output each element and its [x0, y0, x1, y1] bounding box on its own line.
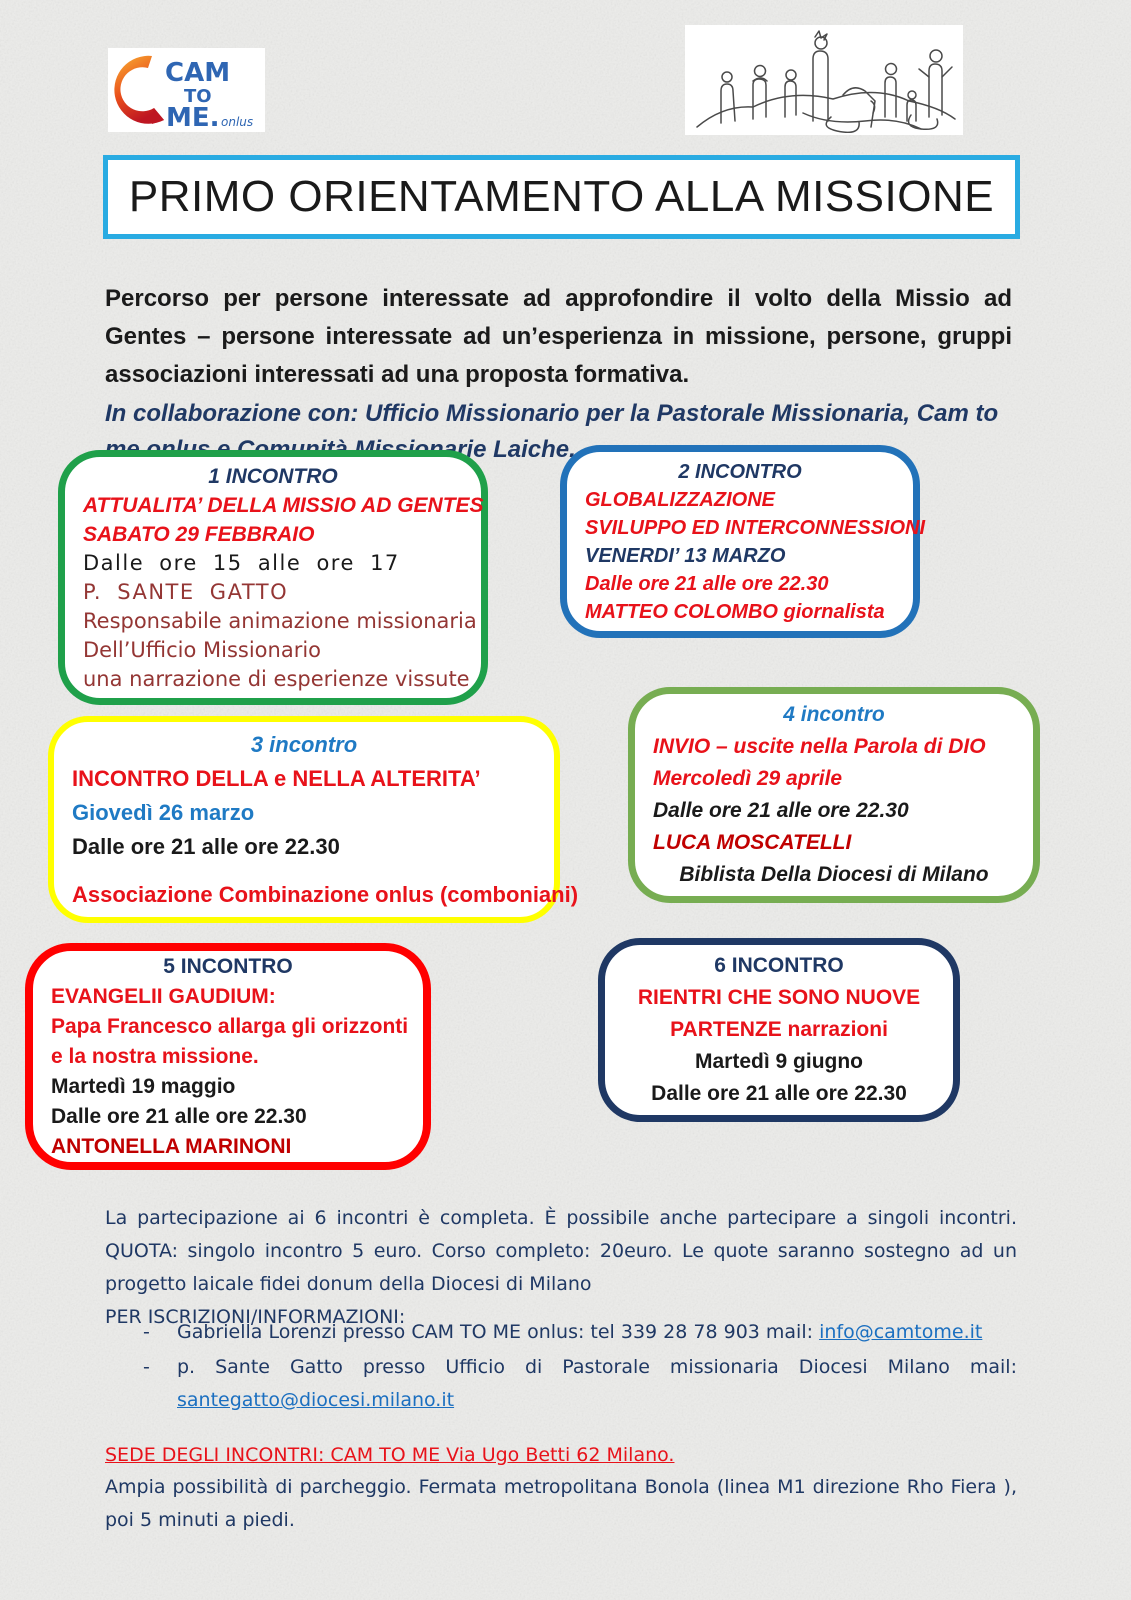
meeting-line: P. SANTE GATTO: [83, 579, 289, 604]
meeting-line: Dalle ore 21 alle ore 22.30: [72, 833, 340, 859]
registration-text: p. Sante Gatto presso Ufficio di Pastora…: [177, 1356, 1017, 1411]
venue-details: Ampia possibilità di parcheggio. Fermata…: [105, 1476, 1017, 1531]
meeting-line: una narrazione di esperienze vissute: [83, 666, 470, 691]
page-title: PRIMO ORIENTAMENTO ALLA MISSIONE: [128, 172, 995, 221]
meeting-line: ANTONELLA MARINONI: [51, 1134, 292, 1158]
meeting-line: EVANGELII GAUDIUM:: [51, 984, 276, 1008]
meeting-line: RIENTRI CHE SONO NUOVE: [637, 986, 921, 1009]
cam-to-me-logo: CAM TO ME. onlus: [108, 48, 265, 133]
meeting-line: 4 incontro: [783, 703, 885, 726]
meeting-line: Dalle ore 21 alle ore 22.30: [51, 1104, 307, 1128]
registration-item: - Gabriella Lorenzi presso CAM TO ME onlu…: [143, 1316, 1017, 1349]
meeting-line: Dalle ore 21 alle ore 22.30: [585, 572, 829, 595]
meeting-line: 6 INCONTRO: [714, 954, 844, 977]
meeting-line: SVILUPPO ED INTERCONNESSIONI: [585, 516, 926, 539]
meeting-line: e la nostra missione.: [51, 1044, 259, 1068]
meeting-line: Dell’Ufficio Missionario: [83, 637, 322, 662]
meeting-box-5: 5 INCONTRO EVANGELII GAUDIUM: Papa Frances…: [25, 943, 431, 1170]
logo-word-me: ME.: [166, 103, 220, 132]
meeting-line: 5 INCONTRO: [163, 954, 293, 978]
registration-item: - p. Sante Gatto presso Ufficio di Pastor…: [143, 1351, 1017, 1417]
intro-paragraph: Percorso per persone interessate ad appr…: [105, 285, 1012, 388]
meeting-line: LUCA MOSCATELLI: [653, 831, 852, 854]
meeting-line: Martedì 19 maggio: [51, 1074, 236, 1098]
meeting-line: Biblista Della Diocesi di Milano: [679, 863, 989, 886]
email-link[interactable]: santegatto@diocesi.milano.it: [177, 1389, 455, 1411]
meeting-line: VENERDI’ 13 MARZO: [585, 544, 786, 567]
meeting-line: ATTUALITA’ DELLA MISSIO AD GENTES: [83, 493, 484, 517]
title-box: PRIMO ORIENTAMENTO ALLA MISSIONE: [103, 155, 1020, 239]
meeting-box-3: 3 incontro INCONTRO DELLA e NELLA ALTERIT…: [48, 716, 579, 923]
meeting-box-1: 1 INCONTRO ATTUALITA’ DELLA MISSIO AD GEN…: [58, 450, 488, 705]
meeting-line: Associazione Combinazione onlus (comboni…: [72, 881, 579, 907]
meeting-line: Dalle ore 21 alle ore 22.30: [651, 1082, 907, 1105]
meeting-line: Giovedì 26 marzo: [72, 799, 255, 825]
meeting-line: PARTENZE narrazioni: [670, 1018, 888, 1041]
email-link[interactable]: info@camtome.it: [819, 1321, 983, 1343]
meeting-box-4: 4 incontro INVIO – uscite nella Parola di…: [628, 687, 1040, 903]
bullet-dash: -: [143, 1321, 150, 1343]
meeting-line: INVIO – uscite nella Parola di DIO: [653, 735, 986, 758]
meeting-box-2: 2 INCONTRO GLOBALIZZAZIONE SVILUPPO ED INT…: [560, 445, 926, 638]
logo-word-cam: CAM: [165, 58, 230, 88]
logo-word-onlus: onlus: [221, 115, 253, 129]
logo-crescent-icon: CAM TO ME. onlus: [114, 55, 253, 133]
meeting-line: SABATO 29 FEBBRAIO: [83, 522, 315, 546]
meeting-line: INCONTRO DELLA e NELLA ALTERITA’: [72, 765, 481, 791]
registration-list: - Gabriella Lorenzi presso CAM TO ME onlu…: [143, 1316, 1017, 1419]
meeting-line: GLOBALIZZAZIONE: [585, 488, 775, 511]
meeting-line: 2 INCONTRO: [678, 460, 802, 483]
meeting-line: 3 incontro: [250, 731, 358, 757]
participation-note: La partecipazione ai 6 incontri è comple…: [105, 1207, 1017, 1295]
meeting-line: Responsabile animazione missionaria: [83, 608, 477, 633]
registration-text: Gabriella Lorenzi presso CAM TO ME onlus…: [177, 1321, 983, 1343]
meeting-line: 1 INCONTRO: [208, 464, 338, 488]
meeting-box-6: 6 INCONTRO RIENTRI CHE SONO NUOVE PARTENZE…: [598, 938, 960, 1122]
meeting-line: MATTEO COLOMBO giornalista: [585, 600, 885, 623]
meeting-line: Papa Francesco allarga gli orizzonti: [51, 1014, 409, 1038]
people-on-globe-illustration: [685, 25, 963, 135]
meeting-line: Dalle ore 15 alle ore 17: [83, 550, 400, 575]
meeting-line: Dalle ore 21 alle ore 22.30: [653, 799, 909, 822]
meeting-line: Mercoledì 29 aprile: [653, 767, 843, 790]
bullet-dash: -: [143, 1356, 150, 1378]
meeting-line: Martedì 9 giugno: [695, 1050, 863, 1073]
venue-heading: SEDE DEGLI INCONTRI: CAM TO ME Via Ugo B…: [105, 1444, 675, 1466]
